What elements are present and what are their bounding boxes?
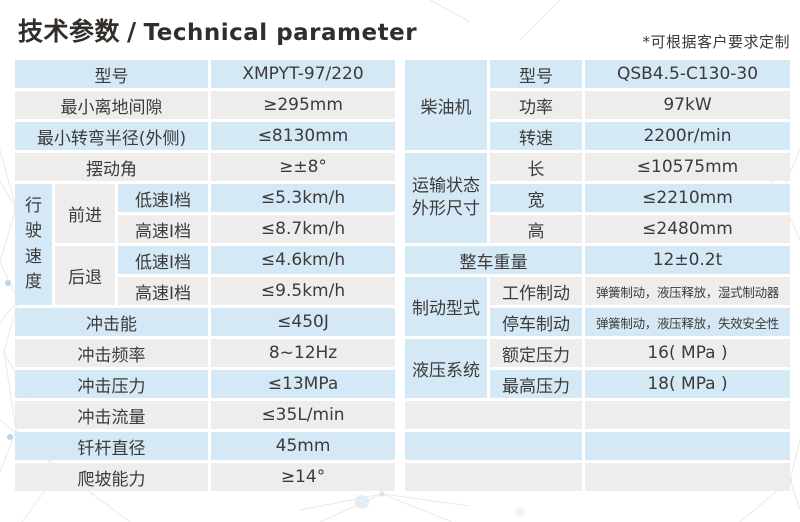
customization-note: *可根据客户要求定制 <box>642 33 790 51</box>
param-value-cell: XMPYT-97/220 <box>211 60 395 88</box>
table-row: 整车重量 12±0.2t <box>405 246 790 274</box>
param-value-cell: ≥295mm <box>211 91 395 119</box>
table-row <box>405 463 790 491</box>
param-value-cell: ≤13MPa <box>211 370 395 398</box>
param-label-cell: 工作制动 <box>490 277 582 305</box>
param-label-cell: 转速 <box>490 122 582 150</box>
table-row <box>405 401 790 429</box>
param-value-cell: 18( MPa ) <box>585 370 790 398</box>
page-title-separator: / <box>127 17 137 46</box>
table-row: 冲击能 ≤450J <box>15 308 395 336</box>
param-label-cell: 最小转弯半径(外侧) <box>15 122 209 150</box>
param-value-cell: ≤35L/min <box>211 401 395 429</box>
table-row: 冲击频率 8~12Hz <box>15 339 395 367</box>
param-label-cell: 爬坡能力 <box>15 463 209 491</box>
param-value-cell: ≥14° <box>211 463 395 491</box>
page-title-en: Technical parameter <box>143 20 418 46</box>
table-row: 最小离地间隙 ≥295mm <box>15 91 395 119</box>
speed-group-label-cell: 行驶速度 <box>15 184 52 305</box>
param-label-cell: 停车制动 <box>490 308 582 336</box>
table-row: 高速I档 ≤9.5km/h <box>15 277 395 305</box>
param-label-cell: 长 <box>490 153 582 181</box>
table-row: 最小转弯半径(外侧) ≤8130mm <box>15 122 395 150</box>
param-label-cell: 宽 <box>490 184 582 212</box>
gear-label-cell: 低速I档 <box>118 184 209 212</box>
table-row: 高 ≤2480mm <box>405 215 790 243</box>
param-value-cell: ≤8.7km/h <box>211 215 395 243</box>
param-value-cell: ≤5.3km/h <box>211 184 395 212</box>
backward-label-cell: 后退 <box>55 246 115 305</box>
param-value-cell: 45mm <box>211 432 395 460</box>
param-label-cell: 功率 <box>490 91 582 119</box>
param-label-cell: 最小离地间隙 <box>15 91 209 119</box>
table-row: 冲击压力 ≤13MPa <box>15 370 395 398</box>
table-row: 最高压力 18( MPa ) <box>405 370 790 398</box>
param-label-cell: 冲击压力 <box>15 370 209 398</box>
param-label-cell: 冲击流量 <box>15 401 209 429</box>
left-parameter-table: 型号 XMPYT-97/220 最小离地间隙 ≥295mm 最小转弯半径(外侧)… <box>12 57 398 494</box>
empty-cell <box>405 463 582 491</box>
param-value-cell: 2200r/min <box>585 122 790 150</box>
empty-cell <box>585 432 790 460</box>
table-row: 行驶速度 前进 低速I档 ≤5.3km/h <box>15 184 395 305</box>
table-row: 钎杆直径 45mm <box>15 432 395 460</box>
brake-group-label-cell: 制动型式 <box>405 277 487 336</box>
table-row: 爬坡能力 ≥14° <box>15 463 395 491</box>
empty-cell <box>585 463 790 491</box>
table-row: 后退 低速I档 ≤4.6km/h <box>15 246 395 305</box>
gear-label-cell: 高速I档 <box>118 215 209 243</box>
param-value-cell: ≤4.6km/h <box>211 246 395 274</box>
param-value-cell: 弹簧制动，液压释放，失效安全性 <box>585 308 790 336</box>
table-row: 液压系统 额定压力 16( MPa ) <box>405 339 790 398</box>
param-label-cell: 冲击频率 <box>15 339 209 367</box>
page-title-cn: 技术参数 <box>18 17 121 46</box>
table-row: 转速 2200r/min <box>405 122 790 150</box>
param-label-cell: 额定压力 <box>490 339 582 367</box>
param-label-cell: 摆动角 <box>15 153 209 181</box>
param-label-cell: 冲击能 <box>15 308 209 336</box>
param-value-cell: ≤2210mm <box>585 184 790 212</box>
param-value-cell: QSB4.5-C130-30 <box>585 60 790 88</box>
empty-cell <box>585 401 790 429</box>
forward-label-cell: 前进 <box>55 184 115 243</box>
param-value-cell: ≤9.5km/h <box>211 277 395 305</box>
page-title: 技术参数 / Technical parameter <box>18 12 417 48</box>
table-row: 宽 ≤2210mm <box>405 184 790 212</box>
param-value-cell: ≤2480mm <box>585 215 790 243</box>
param-value-cell: 8~12Hz <box>211 339 395 367</box>
table-row: 高速I档 ≤8.7km/h <box>15 215 395 243</box>
param-label-cell: 最高压力 <box>490 370 582 398</box>
param-label-cell: 型号 <box>490 60 582 88</box>
right-parameter-table: 柴油机 型号 QSB4.5-C130-30 功率 97kW 转速 2200r/m… <box>402 57 793 494</box>
dimensions-group-label-cell: 运输状态外形尺寸 <box>405 153 487 243</box>
param-value-cell: 16( MPa ) <box>585 339 790 367</box>
param-value-cell: 97kW <box>585 91 790 119</box>
weight-label-cell: 整车重量 <box>405 246 582 274</box>
table-row: 功率 97kW <box>405 91 790 119</box>
empty-cell <box>405 401 582 429</box>
param-value-cell: ≥±8° <box>211 153 395 181</box>
table-row <box>405 432 790 460</box>
table-row: 摆动角 ≥±8° <box>15 153 395 181</box>
empty-cell <box>405 432 582 460</box>
table-row: 运输状态外形尺寸 长 ≤10575mm <box>405 153 790 243</box>
diesel-group-label-cell: 柴油机 <box>405 60 487 150</box>
table-row: 冲击流量 ≤35L/min <box>15 401 395 429</box>
table-row: 制动型式 工作制动 弹簧制动，液压释放，湿式制动器 <box>405 277 790 336</box>
param-value-cell: ≤10575mm <box>585 153 790 181</box>
gear-label-cell: 高速I档 <box>118 277 209 305</box>
param-label-cell: 型号 <box>15 60 209 88</box>
hydraulic-group-label-cell: 液压系统 <box>405 339 487 398</box>
table-row: 柴油机 型号 QSB4.5-C130-30 <box>405 60 790 150</box>
param-value-cell: 弹簧制动，液压释放，湿式制动器 <box>585 277 790 305</box>
table-row: 停车制动 弹簧制动，液压释放，失效安全性 <box>405 308 790 336</box>
gear-label-cell: 低速I档 <box>118 246 209 274</box>
table-row: 型号 XMPYT-97/220 <box>15 60 395 88</box>
param-label-cell: 钎杆直径 <box>15 432 209 460</box>
param-value-cell: 12±0.2t <box>585 246 790 274</box>
param-label-cell: 高 <box>490 215 582 243</box>
param-value-cell: ≤8130mm <box>211 122 395 150</box>
param-value-cell: ≤450J <box>211 308 395 336</box>
